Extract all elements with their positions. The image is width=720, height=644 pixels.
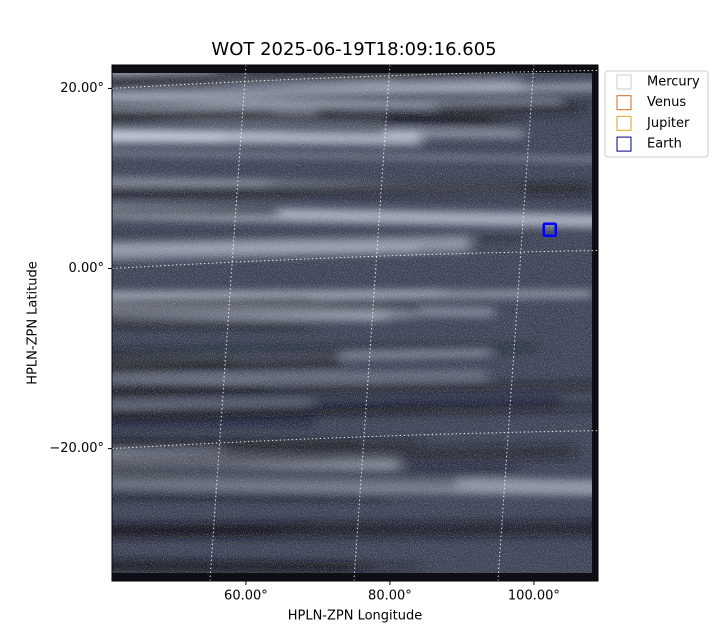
y-tick-label: 0.00° [69,261,104,276]
legend [604,70,709,158]
x-tick-label: 60.00° [224,589,268,604]
legend-label: Earth [647,137,682,152]
x-tick-label: 100.00° [508,589,560,604]
legend-swatch [616,136,632,152]
planet-marker [542,222,558,238]
image [112,65,598,581]
y-axis-label: HPLN-ZPN Latitude [26,261,41,384]
plot-frame [111,64,599,582]
x-tick-label: 80.00° [368,589,412,604]
y-tick-label: 20.00° [60,81,104,96]
legend-label: Jupiter [646,116,690,131]
legend-swatch [616,95,632,111]
x-axis-label: HPLN-ZPN Longitude [288,609,423,624]
chart-title: WOT 2025-06-19T18:09:16.605 [211,39,496,60]
y-tick-label: −20.00° [49,441,104,456]
legend-label: Venus [647,95,686,110]
legend-swatch [616,74,632,90]
legend-label: Mercury [647,75,700,90]
legend-swatch [616,115,632,131]
